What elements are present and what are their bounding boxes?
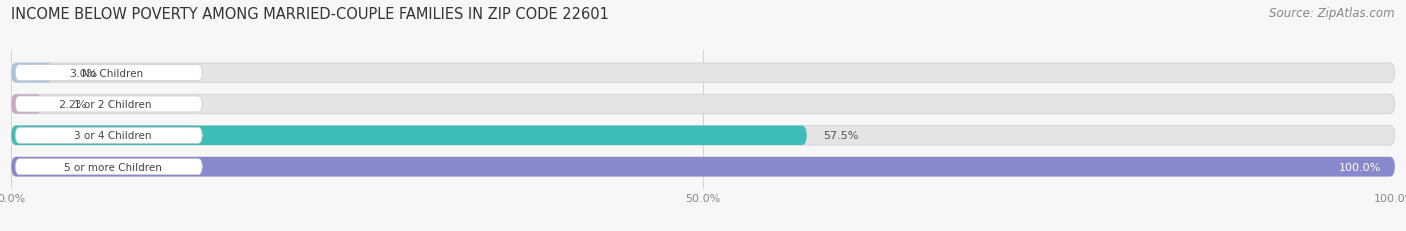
Text: 57.5%: 57.5% xyxy=(824,131,859,141)
FancyBboxPatch shape xyxy=(15,159,202,175)
FancyBboxPatch shape xyxy=(11,95,1395,114)
FancyBboxPatch shape xyxy=(11,64,53,83)
FancyBboxPatch shape xyxy=(11,126,1395,145)
Text: 100.0%: 100.0% xyxy=(1339,162,1381,172)
FancyBboxPatch shape xyxy=(15,65,202,81)
Text: 3.0%: 3.0% xyxy=(69,68,97,78)
FancyBboxPatch shape xyxy=(15,128,202,144)
Text: 2.2%: 2.2% xyxy=(58,100,87,109)
FancyBboxPatch shape xyxy=(11,157,1395,177)
Text: 1 or 2 Children: 1 or 2 Children xyxy=(75,100,152,109)
FancyBboxPatch shape xyxy=(11,95,42,114)
FancyBboxPatch shape xyxy=(11,64,1395,83)
FancyBboxPatch shape xyxy=(11,126,807,145)
Text: 5 or more Children: 5 or more Children xyxy=(65,162,162,172)
FancyBboxPatch shape xyxy=(11,157,1395,177)
Text: Source: ZipAtlas.com: Source: ZipAtlas.com xyxy=(1270,7,1395,20)
FancyBboxPatch shape xyxy=(15,97,202,112)
Text: No Children: No Children xyxy=(83,68,143,78)
Text: INCOME BELOW POVERTY AMONG MARRIED-COUPLE FAMILIES IN ZIP CODE 22601: INCOME BELOW POVERTY AMONG MARRIED-COUPL… xyxy=(11,7,609,22)
Text: 3 or 4 Children: 3 or 4 Children xyxy=(75,131,152,141)
